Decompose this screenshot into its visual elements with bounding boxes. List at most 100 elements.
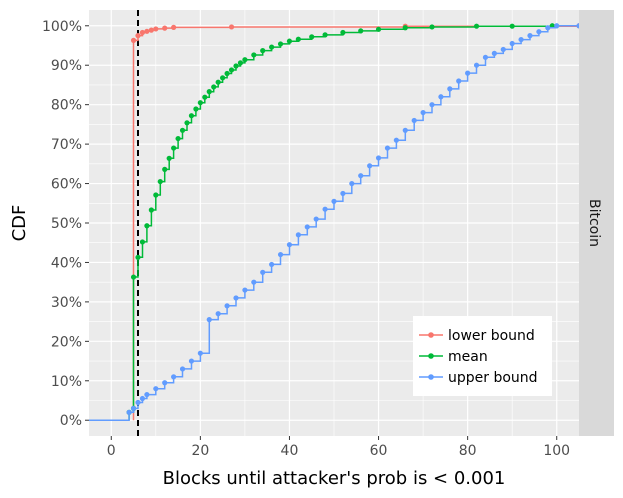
data-point-mean bbox=[166, 155, 172, 161]
y-tick-label: 60% bbox=[51, 177, 82, 193]
data-point-upper-bound bbox=[295, 232, 301, 238]
x-tick-label: 100 bbox=[543, 443, 570, 459]
x-tick-label: 20 bbox=[191, 443, 209, 459]
data-point-upper-bound bbox=[139, 395, 146, 402]
data-point-lower-bound bbox=[139, 29, 146, 36]
data-point-upper-bound bbox=[126, 409, 132, 415]
legend-label-lower-bound: lower bound bbox=[448, 328, 535, 344]
data-point-lower-bound bbox=[144, 28, 150, 34]
data-point-mean bbox=[269, 44, 275, 50]
data-point-upper-bound bbox=[473, 62, 480, 68]
data-point-upper-bound bbox=[269, 261, 275, 268]
data-point-mean bbox=[237, 60, 244, 66]
data-point-upper-bound bbox=[456, 78, 462, 84]
y-tick-label: 100% bbox=[42, 19, 82, 35]
legend-label-upper-bound: upper bound bbox=[448, 370, 538, 386]
data-point-upper-bound bbox=[304, 224, 310, 230]
data-point-mean bbox=[277, 41, 284, 47]
x-tick-label: 0 bbox=[107, 443, 116, 459]
data-point-mean bbox=[188, 113, 195, 119]
y-tick-label: 90% bbox=[51, 58, 82, 74]
data-point-mean bbox=[322, 32, 328, 38]
data-point-upper-bound bbox=[358, 173, 364, 179]
data-point-upper-bound bbox=[215, 311, 221, 317]
data-point-upper-bound bbox=[179, 366, 186, 372]
data-point-mean bbox=[144, 223, 150, 229]
data-point-mean bbox=[309, 34, 315, 40]
data-point-upper-bound bbox=[242, 287, 248, 293]
data-point-upper-bound bbox=[429, 102, 435, 108]
data-point-mean bbox=[135, 254, 141, 260]
data-point-lower-bound bbox=[148, 27, 154, 33]
data-point-mean bbox=[242, 57, 248, 63]
legend-key-dot-upper-bound bbox=[428, 374, 434, 380]
data-point-upper-bound bbox=[375, 155, 382, 161]
data-point-upper-bound bbox=[465, 70, 471, 76]
data-point-upper-bound bbox=[144, 391, 150, 398]
data-point-mean bbox=[202, 94, 208, 100]
data-point-upper-bound bbox=[393, 137, 399, 143]
x-axis-title: Blocks until attacker's prob is < 0.001 bbox=[163, 468, 506, 489]
data-point-lower-bound bbox=[228, 24, 235, 30]
y-tick-label: 80% bbox=[51, 98, 82, 114]
y-tick-label: 40% bbox=[51, 255, 82, 271]
data-point-upper-bound bbox=[233, 295, 239, 301]
data-point-mean bbox=[340, 29, 346, 36]
data-point-upper-bound bbox=[482, 54, 489, 60]
y-tick-label: 10% bbox=[51, 374, 82, 390]
data-point-upper-bound bbox=[420, 109, 426, 116]
legend-label-mean: mean bbox=[448, 349, 488, 365]
data-point-upper-bound bbox=[554, 23, 560, 29]
y-tick-label: 70% bbox=[51, 137, 82, 153]
data-point-upper-bound bbox=[402, 127, 408, 133]
data-point-upper-bound bbox=[509, 40, 515, 47]
data-point-lower-bound bbox=[135, 33, 141, 39]
data-point-mean bbox=[375, 26, 382, 32]
y-tick-label: 0% bbox=[60, 413, 82, 429]
data-point-mean bbox=[193, 106, 199, 112]
x-tick-label: 40 bbox=[281, 443, 299, 459]
data-point-mean bbox=[295, 36, 301, 42]
facet-strip-label: Bitcoin bbox=[586, 199, 602, 247]
data-point-mean bbox=[224, 70, 230, 77]
data-point-mean bbox=[211, 84, 217, 90]
data-point-upper-bound bbox=[224, 303, 230, 309]
data-point-upper-bound bbox=[518, 36, 524, 43]
series-layer bbox=[89, 23, 582, 421]
data-point-upper-bound bbox=[153, 386, 159, 392]
x-tick-label: 80 bbox=[459, 443, 477, 459]
data-point-upper-bound bbox=[322, 206, 328, 212]
data-point-mean bbox=[228, 67, 235, 73]
data-point-upper-bound bbox=[447, 86, 453, 92]
data-point-mean bbox=[251, 52, 257, 58]
data-point-upper-bound bbox=[340, 190, 346, 197]
data-point-upper-bound bbox=[171, 374, 177, 380]
y-axis-ticks: 0% 10% 20% 30% 40% 50% 60% 70% 80% 90% 100% bbox=[42, 19, 89, 429]
data-point-lower-bound bbox=[130, 37, 137, 43]
y-tick-label: 50% bbox=[51, 216, 82, 232]
data-point-upper-bound bbox=[438, 94, 444, 100]
data-point-lower-bound bbox=[153, 26, 159, 32]
data-point-upper-bound bbox=[188, 358, 195, 364]
data-point-upper-bound bbox=[313, 216, 319, 222]
data-point-mean bbox=[148, 207, 154, 213]
data-point-upper-bound bbox=[500, 46, 506, 53]
data-point-upper-bound bbox=[491, 50, 497, 56]
data-point-upper-bound bbox=[206, 317, 212, 323]
data-point-mean bbox=[286, 38, 293, 44]
data-point-upper-bound bbox=[536, 29, 542, 35]
data-point-upper-bound bbox=[384, 145, 391, 151]
data-point-lower-bound bbox=[162, 25, 168, 31]
data-point-mean bbox=[402, 25, 408, 31]
x-tick-label: 60 bbox=[370, 443, 388, 459]
data-point-mean bbox=[139, 239, 146, 245]
legend: lower bound mean upper bound bbox=[413, 316, 552, 396]
data-point-mean bbox=[509, 23, 515, 29]
x-axis-ticks: 0 20 40 60 80 100 bbox=[107, 436, 570, 459]
data-point-mean bbox=[171, 145, 177, 151]
data-point-mean bbox=[260, 48, 266, 54]
data-point-upper-bound bbox=[286, 242, 293, 248]
data-point-upper-bound bbox=[367, 163, 373, 169]
facet-strip bbox=[579, 10, 614, 436]
